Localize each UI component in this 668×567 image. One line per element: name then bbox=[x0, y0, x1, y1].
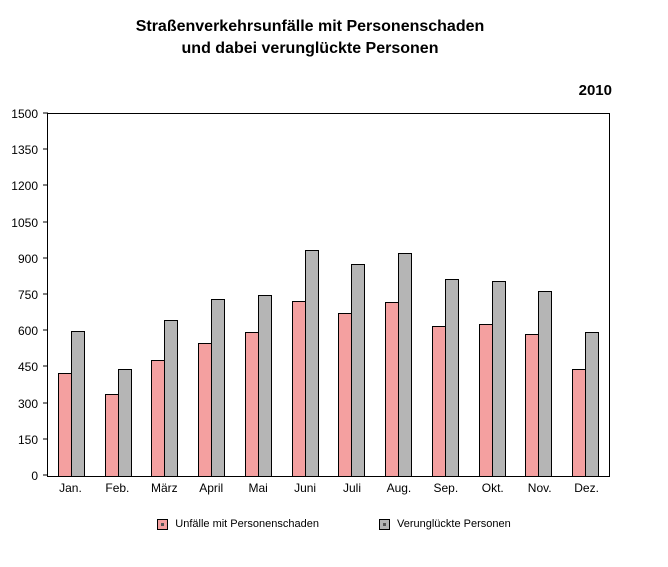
bar-group-mrz bbox=[142, 114, 189, 476]
x-axis-label: April bbox=[199, 481, 224, 495]
y-axis-tick-mark bbox=[43, 329, 48, 331]
x-axis-label: März bbox=[150, 481, 178, 495]
y-axis-tick-mark bbox=[43, 365, 48, 367]
legend-label: Verunglückte Personen bbox=[396, 518, 511, 530]
legend-label: Unfälle mit Personenschaden bbox=[175, 518, 319, 530]
x-axis-label: Mai bbox=[248, 481, 268, 495]
legend-swatch-icon bbox=[378, 518, 390, 530]
y-axis-tick-mark bbox=[43, 474, 48, 476]
bar-series1-mai bbox=[244, 332, 259, 476]
bar-series1-nov bbox=[525, 333, 540, 476]
year-label: 2010 bbox=[578, 82, 612, 99]
chart-title-line1: Straßenverkehrsunfälle mit Personenschad… bbox=[135, 18, 485, 35]
x-axis-label: Juli bbox=[342, 481, 361, 495]
plot-area: 0 150 300 450 600 750 900 1050 1200 1350 1500 bbox=[11, 107, 610, 483]
y-axis-tick-label: 1200 bbox=[11, 179, 38, 194]
y-axis-tick-mark bbox=[43, 402, 48, 404]
bar-series2-juni bbox=[304, 250, 319, 476]
legend: Unfälle mit Personenschaden Verunglückte … bbox=[0, 518, 668, 530]
y-axis-tick-mark bbox=[43, 148, 48, 150]
bar-series2-feb bbox=[117, 368, 132, 476]
bar-group-dez bbox=[562, 114, 609, 476]
x-axis-label: Dez. bbox=[574, 481, 599, 495]
bar-series1-juni bbox=[291, 301, 306, 476]
bar-series2-juli bbox=[351, 263, 366, 476]
bar-series1-feb bbox=[104, 393, 119, 476]
bar-group-sep bbox=[422, 114, 469, 476]
bar-series2-nov bbox=[538, 291, 553, 476]
y-axis-tick-mark bbox=[43, 112, 48, 114]
y-axis-tick-label: 450 bbox=[17, 360, 38, 375]
bar-series2-aug bbox=[398, 252, 413, 476]
bar-group-nov bbox=[516, 114, 563, 476]
bar-group-aug bbox=[375, 114, 422, 476]
bar-series1-april bbox=[198, 343, 213, 476]
bar-series2-april bbox=[211, 298, 226, 476]
x-axis-label: Aug. bbox=[386, 481, 412, 495]
y-axis-tick-label: 900 bbox=[17, 251, 38, 266]
x-axis-label: Jan. bbox=[59, 481, 82, 495]
bar-series1-okt bbox=[478, 323, 493, 476]
y-axis-tick-label: 150 bbox=[17, 432, 38, 447]
bar-series1-sep bbox=[431, 326, 446, 476]
y-axis-tick-mark bbox=[43, 184, 48, 186]
x-axis-label: Feb. bbox=[105, 481, 130, 495]
bar-group-feb bbox=[95, 114, 142, 476]
bar-series2-sep bbox=[444, 279, 459, 476]
bar-series1-juli bbox=[338, 313, 353, 476]
y-axis-tick-mark bbox=[43, 221, 48, 223]
legend-swatch-icon bbox=[157, 518, 169, 530]
bar-series1-mrz bbox=[151, 360, 166, 476]
bar-series1-jan bbox=[57, 373, 72, 476]
y-axis-tick-label: 0 bbox=[31, 469, 38, 483]
bar-series2-mai bbox=[257, 295, 272, 476]
legend-item-2: Verunglückte Personen bbox=[378, 518, 511, 530]
bar-groups bbox=[48, 114, 609, 476]
legend-item-1: Unfälle mit Personenschaden bbox=[157, 518, 319, 530]
x-axis-labels: Jan. Feb. März April Mai Juni Juli Aug. Sep. Okt.… bbox=[47, 481, 610, 495]
y-axis-tick-mark bbox=[43, 293, 48, 295]
bar-group-okt bbox=[469, 114, 516, 476]
bar-group-mai bbox=[235, 114, 282, 476]
x-axis-label: Okt. bbox=[481, 481, 504, 495]
bar-group-april bbox=[188, 114, 235, 476]
bar-series2-mrz bbox=[164, 320, 179, 476]
x-axis-label: Sep. bbox=[433, 481, 459, 495]
bar-series2-jan bbox=[70, 331, 85, 476]
bar-series2-dez bbox=[585, 332, 600, 476]
y-axis-tick-label: 1050 bbox=[11, 215, 38, 230]
chart-title-line2: und dabei verunglückte Personen bbox=[181, 40, 439, 57]
x-axis-label: Nov. bbox=[527, 481, 552, 495]
y-axis-tick-mark bbox=[43, 438, 48, 440]
x-axis-label: Juni bbox=[294, 481, 317, 495]
y-axis-tick-label: 1500 bbox=[11, 107, 38, 121]
chart-title: Straßenverkehrsunfälle mit Personenschad… bbox=[0, 16, 620, 60]
bar-series2-okt bbox=[491, 280, 506, 476]
y-axis-tick-label: 600 bbox=[17, 324, 38, 339]
bar-group-jan bbox=[48, 114, 95, 476]
y-axis-tick-label: 300 bbox=[17, 396, 38, 411]
bar-series1-aug bbox=[385, 302, 400, 476]
bar-group-juli bbox=[329, 114, 376, 476]
y-axis-tick-label: 750 bbox=[17, 288, 38, 302]
y-axis-tick-mark bbox=[43, 257, 48, 259]
y-axis-tick-label: 1350 bbox=[11, 143, 38, 158]
bar-group-juni bbox=[282, 114, 329, 476]
bar-series1-dez bbox=[572, 368, 587, 476]
